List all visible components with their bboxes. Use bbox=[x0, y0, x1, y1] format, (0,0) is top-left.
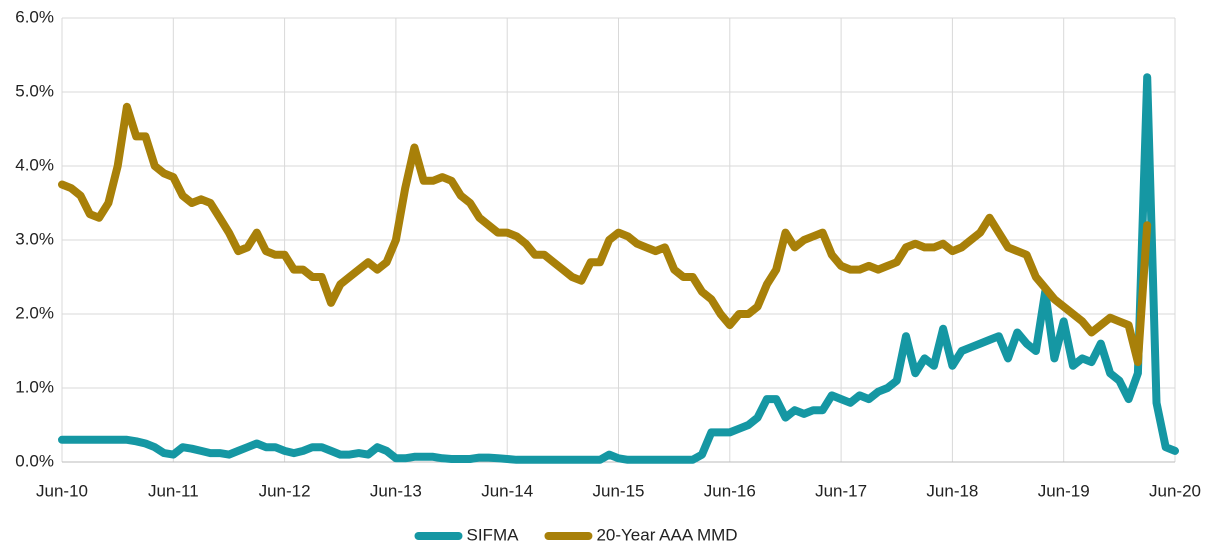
x-tick-label: Jun-13 bbox=[370, 481, 422, 500]
y-tick-label: 5.0% bbox=[15, 81, 54, 100]
x-tick-label: Jun-11 bbox=[148, 481, 199, 500]
x-tick-label: Jun-15 bbox=[593, 481, 645, 500]
legend-label: 20-Year AAA MMD bbox=[596, 525, 737, 544]
series-line bbox=[58, 102, 1152, 367]
legend-label: SIFMA bbox=[467, 525, 520, 544]
x-tick-label: Jun-20 bbox=[1149, 481, 1201, 500]
x-tick-label: Jun-19 bbox=[1038, 481, 1090, 500]
x-tick-label: Jun-12 bbox=[259, 481, 311, 500]
y-tick-label: 3.0% bbox=[15, 229, 54, 248]
y-tick-label: 4.0% bbox=[15, 155, 54, 174]
y-tick-label: 0.0% bbox=[15, 451, 54, 470]
y-tick-label: 2.0% bbox=[15, 303, 54, 322]
x-tick-label: Jun-14 bbox=[481, 481, 533, 500]
y-tick-label: 1.0% bbox=[15, 377, 54, 396]
x-tick-label: Jun-18 bbox=[926, 481, 978, 500]
y-tick-label: 6.0% bbox=[15, 7, 54, 26]
x-tick-label: Jun-16 bbox=[704, 481, 756, 500]
legend: SIFMA 20-Year AAA MMD bbox=[414, 525, 738, 544]
x-tick-label: Jun-17 bbox=[815, 481, 867, 500]
series-line bbox=[58, 73, 1179, 464]
x-tick-label: Jun-10 bbox=[36, 481, 88, 500]
